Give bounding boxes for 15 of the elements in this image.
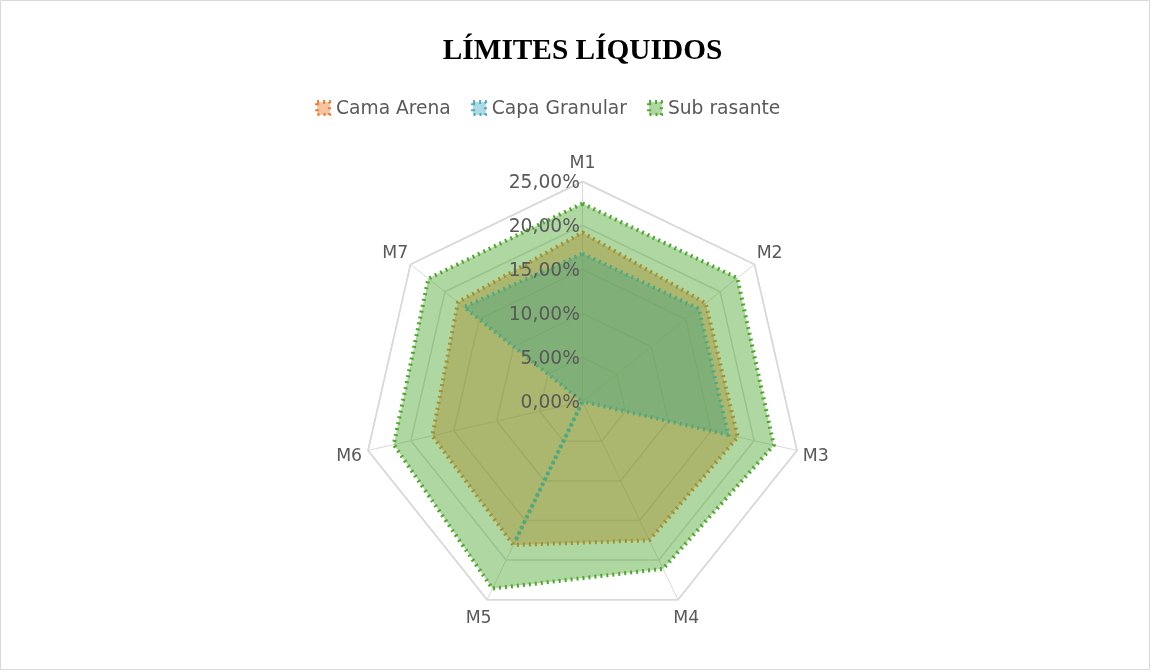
y-tick-label: 0,00%	[520, 391, 580, 412]
y-tick-label: 25,00%	[508, 171, 580, 192]
spoke-label: M6	[336, 444, 363, 465]
spoke-label: M1	[569, 152, 596, 173]
y-tick-label: 10,00%	[508, 303, 580, 324]
spoke-label: M5	[465, 607, 492, 628]
legend-label: Sub rasante	[667, 97, 781, 118]
chart-title: LÍMITES LÍQUIDOS	[442, 32, 723, 65]
spoke-label: M3	[802, 444, 829, 465]
spoke-label: M2	[756, 242, 783, 263]
spoke-label: M4	[673, 607, 700, 628]
legend-label: Capa Granular	[491, 97, 627, 118]
legend-label: Cama Arena	[336, 97, 451, 118]
spoke-label: M7	[382, 242, 409, 263]
y-tick-label: 5,00%	[520, 347, 580, 368]
